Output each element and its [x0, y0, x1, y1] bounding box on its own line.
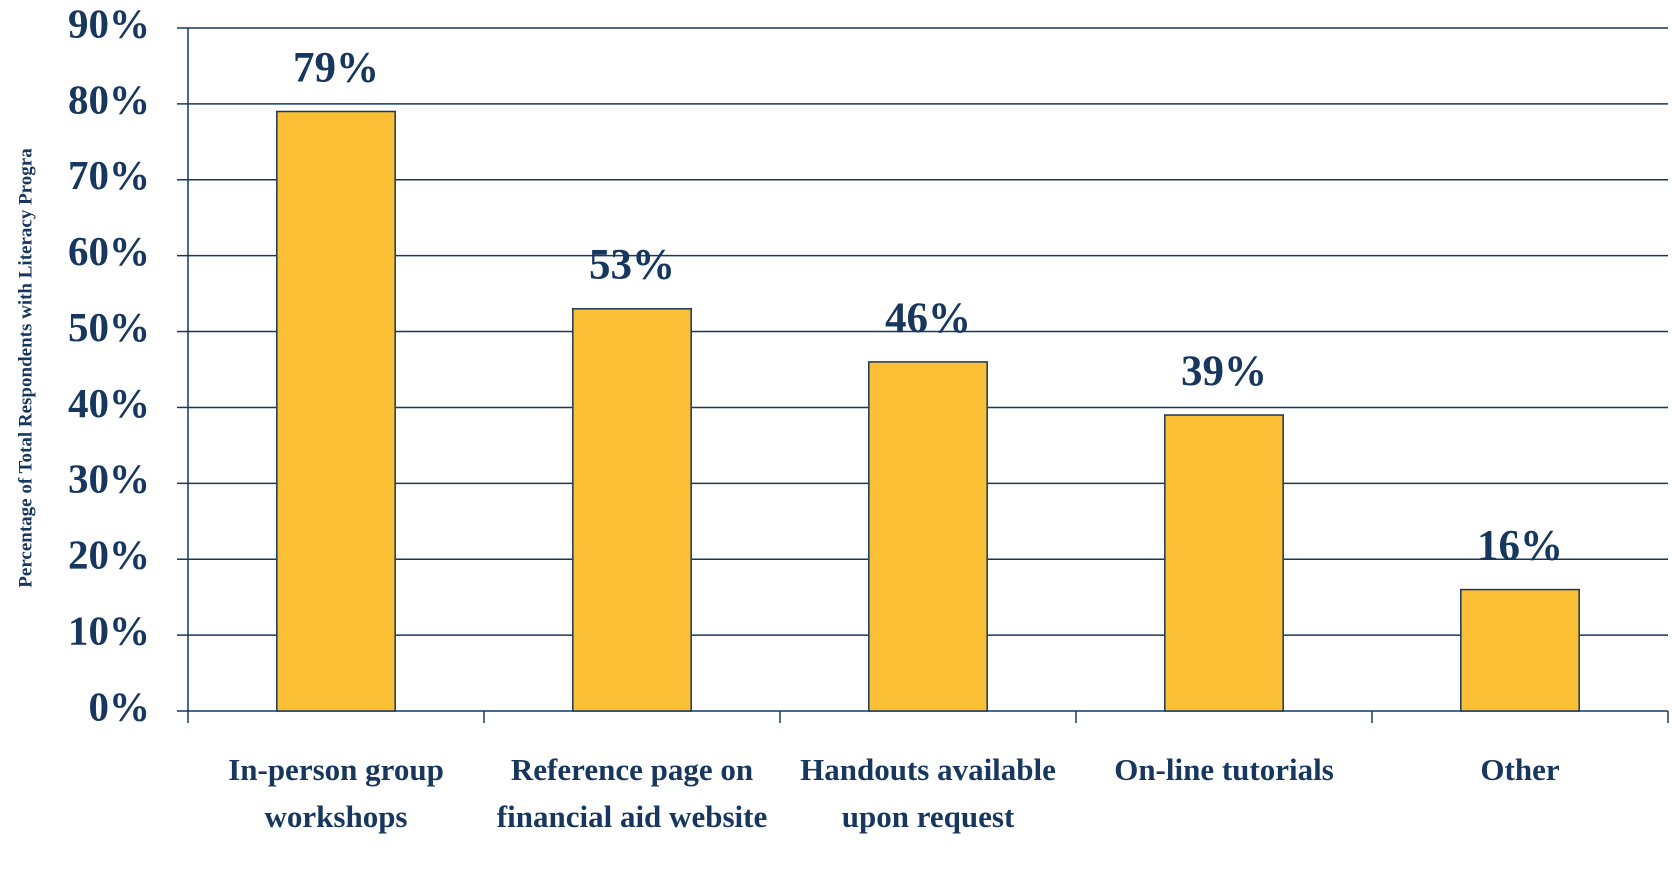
- y-tick-label: 10%: [68, 608, 150, 654]
- y-axis-label: Percentage of Total Respondents with Lit…: [15, 148, 36, 588]
- bar: [868, 361, 988, 712]
- bar: [276, 110, 396, 712]
- y-tick-label: 30%: [68, 456, 150, 502]
- y-tick-label: 80%: [68, 76, 150, 122]
- value-label: 39%: [1181, 348, 1267, 395]
- x-tick-label: Other: [1480, 752, 1560, 787]
- x-tick-label: On-line tutorials: [1114, 752, 1334, 787]
- value-label: 79%: [293, 44, 379, 91]
- y-tick-label: 70%: [68, 152, 150, 198]
- x-tick-label: Handouts available upon request: [800, 752, 1056, 834]
- x-tick-label: Reference page on financial aid website: [496, 752, 768, 834]
- y-tick-label: 60%: [68, 228, 150, 274]
- y-tick-label: 40%: [68, 380, 150, 426]
- x-tick-label: In-person group workshops: [228, 752, 444, 834]
- bar: [572, 308, 692, 712]
- value-label: 53%: [589, 242, 675, 289]
- y-tick-label: 90%: [68, 0, 150, 46]
- y-tick-label: 50%: [68, 304, 150, 350]
- value-label: 16%: [1477, 522, 1563, 569]
- bar: [1164, 414, 1284, 712]
- y-tick-label: 20%: [68, 532, 150, 578]
- y-tick-label: 0%: [89, 683, 151, 729]
- value-label: 46%: [885, 295, 971, 342]
- bar: [1460, 588, 1580, 712]
